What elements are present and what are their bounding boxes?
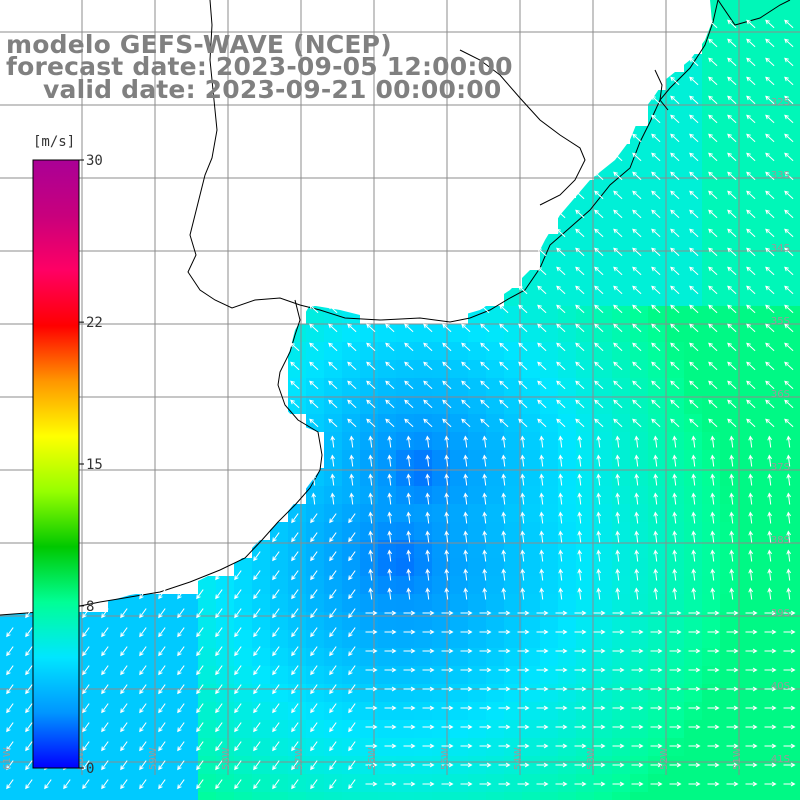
colorbar: 30 22 15 8 0: [32, 153, 103, 777]
coastline: [0, 0, 791, 616]
colorbar-tick-label: 22: [86, 315, 103, 331]
lat-tick-label: 35S: [771, 316, 790, 327]
axis-tick-labels: 32S 33S 34S 35S 36S 37S 38S 39S 40S 41S 61W 60W 59W 5…: [2, 97, 790, 770]
title-forecast-date: forecast date: 2023-09-05 12:00:00: [6, 52, 513, 81]
lon-tick-label: 51W: [732, 747, 743, 770]
lon-tick-label: 54W: [513, 747, 524, 770]
title-valid-date: valid date: 2023-09-21 00:00:00: [43, 75, 502, 104]
lat-tick-label: 34S: [771, 243, 790, 254]
colorbar-tick-label: 30: [86, 153, 103, 169]
lat-tick-label: 39S: [771, 608, 790, 619]
lat-tick-label: 38S: [771, 535, 790, 546]
title-model: modelo GEFS-WAVE (NCEP): [6, 30, 392, 59]
lat-tick-label: 41S: [771, 754, 790, 765]
lat-tick-label: 36S: [771, 389, 790, 400]
land-mass-south: [0, 0, 320, 615]
colorbar-tick-label: 15: [86, 457, 103, 473]
colorbar-tick-label: 0: [86, 761, 94, 777]
land-mass: [190, 0, 712, 320]
lon-tick-label: 57W: [294, 747, 305, 770]
lon-tick-label: 55W: [440, 747, 451, 770]
lat-tick-label: 32S: [771, 97, 790, 108]
colorbar-ticks: 30 22 15 8 0: [79, 153, 103, 777]
colorbar-scale: [32, 159, 80, 769]
lon-tick-label: 59W: [148, 747, 159, 770]
lon-tick-label: 60W: [75, 747, 86, 770]
lon-tick-label: 52W: [659, 747, 670, 770]
lat-tick-label: 40S: [771, 681, 790, 692]
colorbar-tick-label: 8: [86, 599, 94, 615]
lat-tick-label: 37S: [771, 462, 790, 473]
lat-tick-label: 33S: [771, 170, 790, 181]
lon-tick-label: 53W: [586, 747, 597, 770]
lon-tick-label: 56W: [367, 747, 378, 770]
lon-tick-label: 61W: [2, 747, 13, 770]
colorbar-unit-label: [m/s]: [33, 134, 76, 150]
lon-tick-label: 58W: [221, 747, 232, 770]
